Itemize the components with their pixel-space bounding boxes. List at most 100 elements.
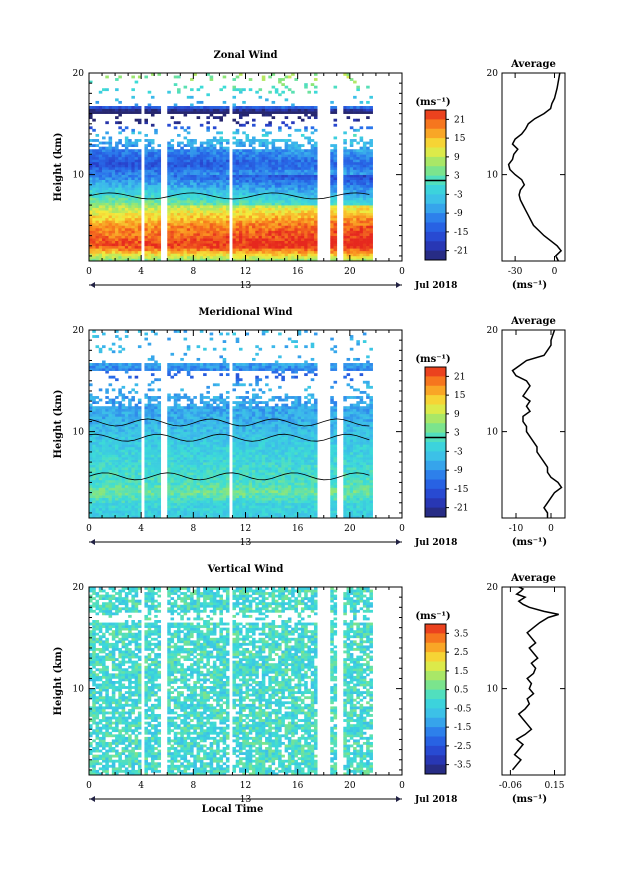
y-axis-label: Height (km) xyxy=(53,133,64,202)
day-bar-arrow xyxy=(90,796,95,802)
colorbar-segment xyxy=(425,680,446,691)
colorbar-segment xyxy=(425,110,446,120)
colorbar-tick-label: 21 xyxy=(454,115,465,125)
x-tick-label: 4 xyxy=(138,524,144,534)
average-x-label: (ms⁻¹) xyxy=(512,537,547,548)
average-profile-line xyxy=(511,329,563,518)
colorbar-tick-label: 9 xyxy=(454,153,460,163)
x-tick-label: 16 xyxy=(292,781,304,791)
day-bar-arrow xyxy=(90,282,95,288)
x-tick-label: 0 xyxy=(86,267,92,277)
colorbar-segment xyxy=(425,498,446,509)
x-tick-label: 4 xyxy=(138,267,144,277)
average-x-tick-label: 0 xyxy=(552,267,558,277)
average-x-tick-label: 0 xyxy=(548,524,554,534)
average-y-tick-label: 20 xyxy=(487,583,499,593)
colorbar-segment xyxy=(425,222,446,233)
colorbar-segment xyxy=(425,376,446,387)
colorbar-segment xyxy=(425,507,446,518)
contour-line xyxy=(88,472,370,481)
y-tick-label: 20 xyxy=(73,583,85,593)
colorbar-segment xyxy=(425,404,446,415)
contour-line xyxy=(88,192,370,200)
panel-2: Meridional Wind 0 4 8 12 16 20 0 10 20 Height (km)… xyxy=(53,307,566,548)
y-tick-label: 10 xyxy=(73,685,85,695)
heatmap-cells xyxy=(89,330,373,519)
colorbar-segment xyxy=(425,166,446,177)
day-label: 13 xyxy=(240,281,252,291)
x-tick-label: 8 xyxy=(190,524,196,534)
contour-line xyxy=(88,418,370,427)
colorbar-segment xyxy=(425,395,446,405)
x-tick-label: 0 xyxy=(399,781,405,791)
date-label: Jul 2018 xyxy=(414,538,457,548)
colorbar-tick-label: 15 xyxy=(454,134,466,144)
day-label: 13 xyxy=(240,795,252,805)
x-tick-label: 12 xyxy=(240,781,251,791)
average-x-tick-label: -0.06 xyxy=(499,781,522,791)
colorbar-tick-label: 0.5 xyxy=(454,686,469,696)
colorbar-segment xyxy=(425,423,446,434)
colorbar-tick-label: 2.5 xyxy=(454,648,469,658)
colorbar-segment xyxy=(425,764,446,775)
colorbar-segment xyxy=(425,727,446,737)
colorbar-segment xyxy=(425,194,446,205)
average-title: Average xyxy=(510,316,556,327)
average-profile-line xyxy=(507,72,563,262)
colorbar-segment xyxy=(425,413,446,424)
colorbar-segment xyxy=(425,717,446,728)
colorbar-segment xyxy=(425,689,446,700)
average-y-tick-label: 10 xyxy=(487,171,499,181)
colorbar-tick-label: -3 xyxy=(454,190,463,200)
colorbar-segment xyxy=(425,736,446,747)
day-bar-arrow xyxy=(396,282,401,288)
colorbar-segment xyxy=(425,661,446,672)
x-axis-label: Local Time xyxy=(202,804,264,815)
day-label: 13 xyxy=(240,538,252,548)
average-x-tick-label: 0.15 xyxy=(544,781,564,791)
colorbar-tick-label: -1.5 xyxy=(454,723,472,733)
colorbar-segment xyxy=(425,147,446,158)
colorbar-segment xyxy=(425,755,446,766)
panel-title: Vertical Wind xyxy=(207,564,284,575)
date-label: Jul 2018 xyxy=(414,281,457,291)
colorbar-tick-label: -9 xyxy=(454,209,463,219)
heatmap-cells xyxy=(89,73,373,262)
colorbar-segment xyxy=(425,231,446,242)
average-x-tick-label: -30 xyxy=(508,267,523,277)
y-tick-label: 20 xyxy=(73,69,85,79)
day-bar-arrow xyxy=(396,539,401,545)
x-tick-label: 8 xyxy=(190,267,196,277)
average-title: Average xyxy=(510,573,556,584)
colorbar-segment xyxy=(425,128,446,139)
colorbar-segment xyxy=(425,156,446,167)
x-tick-label: 0 xyxy=(399,524,405,534)
colorbar-unit: (ms⁻¹) xyxy=(415,611,450,622)
x-tick-label: 0 xyxy=(399,267,405,277)
y-tick-label: 10 xyxy=(73,171,85,181)
colorbar-tick-label: 9 xyxy=(454,410,460,420)
colorbar-tick-label: -0.5 xyxy=(454,704,472,714)
x-tick-label: 0 xyxy=(86,524,92,534)
x-tick-label: 16 xyxy=(292,267,304,277)
colorbar-frame xyxy=(424,623,447,775)
colorbar-segment xyxy=(425,670,446,681)
colorbar-segment xyxy=(425,460,446,471)
day-bar-arrow xyxy=(396,796,401,802)
colorbar-segment xyxy=(425,138,446,148)
colorbar-unit: (ms⁻¹) xyxy=(415,354,450,365)
date-label: Jul 2018 xyxy=(414,795,457,805)
heatmap-cells xyxy=(89,587,373,776)
colorbar-segment xyxy=(425,119,446,130)
x-tick-label: 16 xyxy=(292,524,304,534)
colorbar-tick-label: -15 xyxy=(454,228,469,238)
colorbar-tick-label: -21 xyxy=(454,247,469,257)
average-x-tick-label: -10 xyxy=(509,524,524,534)
colorbar-tick-label: 3.5 xyxy=(454,629,469,639)
average-y-tick-label: 20 xyxy=(487,326,499,336)
colorbar-frame xyxy=(424,109,447,261)
panel-3: Vertical Wind 0 4 8 12 16 20 0 10 20 Height (km) 13… xyxy=(53,564,566,815)
colorbar-segment xyxy=(425,442,446,452)
colorbar-tick-label: -3 xyxy=(454,447,463,457)
